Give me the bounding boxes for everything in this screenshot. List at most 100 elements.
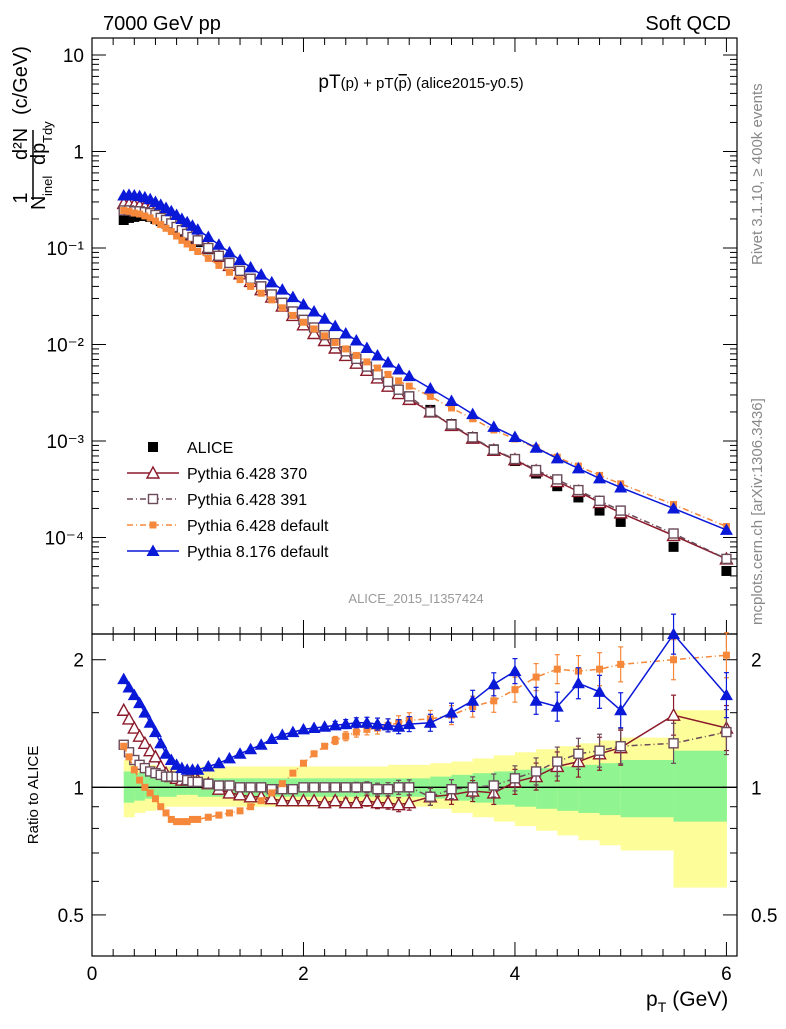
point-p6def — [257, 289, 265, 297]
xtick-label: 6 — [721, 964, 732, 985]
ratio-point-p8def — [296, 722, 310, 735]
ratio-point-p391 — [668, 738, 679, 749]
xtick-label: 0 — [87, 964, 98, 985]
point-p6def — [151, 217, 159, 225]
ratio-point-p391 — [308, 782, 320, 793]
lower-ytick-label-r: 1 — [751, 778, 762, 799]
point-p8def — [349, 334, 363, 346]
legend-marker-p391 — [147, 493, 159, 505]
point-p8def — [571, 461, 585, 474]
ratio-point-p6def — [268, 789, 276, 797]
ratio-point-p8def — [445, 706, 459, 718]
ratio-ylabel: Ratio to ALICE — [25, 746, 42, 844]
ratio-point-p391 — [213, 780, 225, 791]
point-p6def — [125, 207, 133, 215]
ratio-point-p8def — [360, 716, 374, 728]
ratio-point-p391 — [446, 783, 457, 795]
ratio-point-p8def — [233, 747, 247, 759]
title-part-b: (p) + pT( — [341, 75, 399, 92]
point-p391 — [224, 257, 235, 269]
point-p391 — [404, 391, 415, 402]
point-p391 — [393, 384, 404, 395]
ratio-point-p391 — [298, 782, 309, 793]
ratio-point-p6def — [178, 818, 186, 826]
ratio-point-p370 — [370, 795, 385, 809]
ratio-point-p391 — [192, 776, 203, 788]
point-alice — [668, 541, 679, 552]
point-alice — [615, 516, 626, 527]
legend-label-p370: Pythia 6.428 370 — [187, 466, 307, 483]
ratio-point-p391 — [372, 783, 383, 795]
band-inner-seg — [620, 760, 675, 818]
ratio-point-p6def — [188, 815, 196, 823]
ratio-point-p6def — [136, 776, 144, 784]
point-p391 — [467, 432, 478, 443]
ratio-point-p8def — [159, 747, 173, 759]
point-p391 — [615, 505, 626, 516]
upper-ytick-label: 10⁻² — [47, 335, 85, 356]
point-p391 — [213, 250, 225, 262]
title-part-c: p — [399, 75, 407, 92]
ratio-point-p8def — [138, 706, 152, 718]
point-p6def — [215, 261, 223, 269]
point-p6def — [120, 206, 128, 214]
ratio-point-p8def — [127, 688, 141, 701]
xtick-label: 4 — [510, 964, 521, 985]
point-p8def — [318, 312, 332, 324]
point-p8def — [265, 275, 279, 288]
ratio-point-p370 — [380, 795, 396, 809]
ratio-point-p6def — [342, 732, 350, 740]
ratio-point-p6def — [215, 811, 223, 819]
ratio-point-p8def — [667, 627, 681, 640]
ratio-point-p370 — [142, 743, 158, 757]
point-p391 — [530, 464, 542, 476]
point-p8def — [201, 230, 215, 242]
ratio-point-p8def — [508, 664, 522, 677]
upper-ytick-label: 10⁻³ — [47, 432, 85, 453]
ratio-point-p6def — [352, 728, 360, 736]
ratio-point-p391 — [425, 791, 436, 802]
point-p6def — [299, 318, 307, 326]
ratio-point-p391 — [552, 756, 563, 767]
ratio-point-p6def — [670, 656, 678, 664]
lower-ytick-label-r: 2 — [751, 651, 762, 672]
ratio-point-p6def — [183, 818, 191, 826]
ratio-point-p370 — [402, 795, 417, 809]
ratio-point-p391 — [340, 782, 351, 793]
ratio-point-p6def — [321, 742, 329, 750]
ratio-point-p8def — [191, 763, 205, 775]
point-p8def — [423, 381, 437, 394]
ratio-point-p6def — [299, 759, 307, 767]
watermark: ALICE_2015_I1357424 — [348, 591, 483, 606]
point-p8def — [328, 319, 342, 332]
ratio-point-p391 — [351, 782, 362, 793]
point-p8def — [614, 480, 628, 493]
ratio-point-p370 — [116, 702, 131, 716]
ratio-point-p391 — [467, 782, 478, 793]
point-p8def — [392, 363, 406, 375]
ratio-point-p6def — [617, 660, 625, 668]
point-p370 — [306, 326, 322, 340]
band-inner-seg — [557, 766, 579, 811]
lower-ytick-label: 1 — [73, 778, 84, 799]
ratio-point-p8def — [529, 694, 543, 706]
ratio-point-p370 — [121, 711, 137, 725]
point-p8def — [244, 260, 258, 273]
ratio-point-p8def — [244, 742, 258, 755]
point-p6def — [310, 325, 318, 333]
ratio-point-p391 — [721, 726, 732, 738]
ratio-point-p391 — [234, 782, 246, 793]
ratio-point-p370 — [349, 795, 364, 809]
ratio-point-p391 — [382, 783, 394, 795]
ratio-point-p6def — [596, 665, 604, 673]
point-p391 — [552, 474, 563, 485]
ratio-point-p6def — [125, 753, 133, 761]
ratio-point-p8def — [550, 700, 564, 712]
point-p6def — [204, 254, 212, 262]
point-p6def — [426, 392, 434, 400]
point-alice — [721, 565, 732, 576]
ratio-point-p8def — [339, 717, 353, 730]
lower-ytick-label: 2 — [73, 651, 84, 672]
point-p391 — [203, 242, 214, 254]
point-p6def — [225, 268, 233, 276]
